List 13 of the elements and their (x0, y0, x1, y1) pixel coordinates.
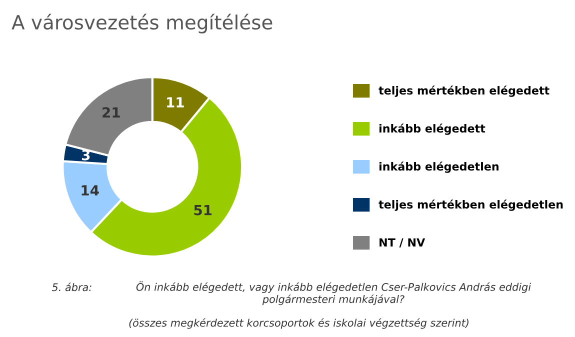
text: (összes megkérdezett korcsoportok és iskolai végzettség szerint) (129, 318, 468, 329)
text: 5. ábra: (52, 282, 92, 292)
text: Ön inkább elégedett, vagy inkább elégedetlen Cser-Palkovics András eddigi polgármesteri munkájával? (136, 281, 531, 306)
data-label: 51 (194, 205, 212, 216)
legend-label: teljes mértékben elégedetlen (378, 200, 563, 211)
data-label: 21 (102, 107, 120, 118)
legend-label: inkább elégedetlen (379, 162, 498, 173)
legend-label: NT / NV (380, 238, 426, 248)
legend-label: inkább elégedett (379, 124, 486, 135)
data-label: 11 (167, 97, 184, 108)
legend-label: teljes mértékben elégedett (378, 86, 550, 97)
chart-title: A városvezetés megítélése (12, 14, 272, 34)
data-label: 14 (82, 185, 99, 196)
